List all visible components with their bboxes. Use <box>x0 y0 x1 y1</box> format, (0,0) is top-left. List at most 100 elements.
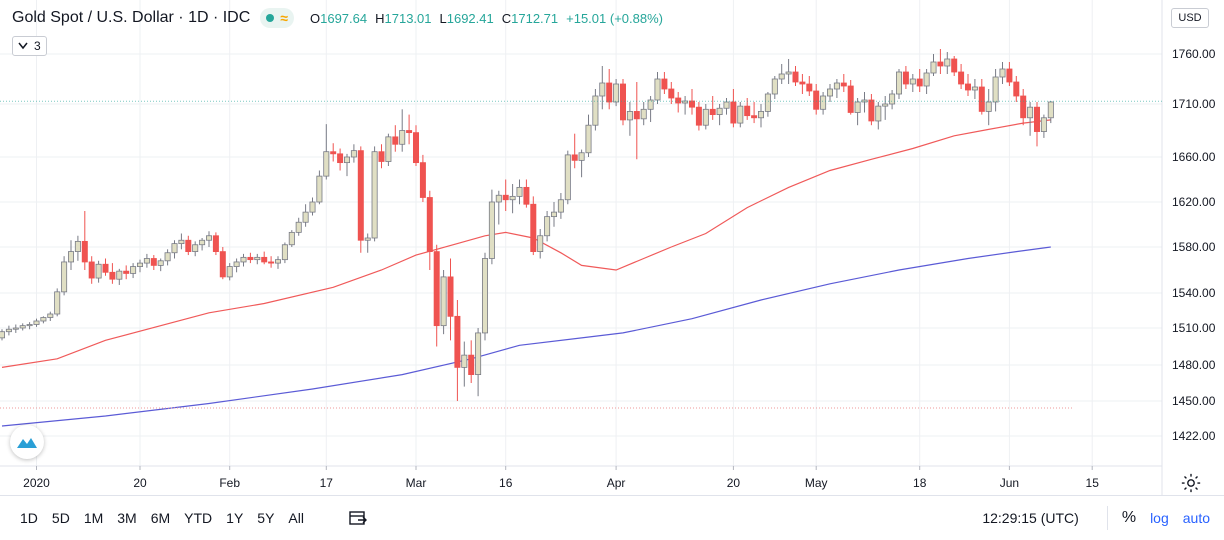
candle <box>495 190 502 225</box>
candle-body-down <box>1020 95 1027 119</box>
candle <box>758 104 765 128</box>
candle <box>792 66 799 86</box>
candle-body-down <box>81 240 88 263</box>
candle <box>564 150 571 205</box>
candle-body-up <box>585 124 592 154</box>
auto-scale-button[interactable]: auto <box>1182 510 1210 526</box>
candle <box>509 184 516 214</box>
range-1d-button[interactable]: 1D <box>20 510 38 526</box>
candle-body-up <box>702 108 709 126</box>
high-value: 1713.01 <box>384 10 432 26</box>
candle-body-up <box>399 130 406 145</box>
candle <box>1027 102 1034 136</box>
y-tick-label: 1620.00 <box>1172 195 1216 209</box>
x-tick-label: Apr <box>607 476 626 490</box>
candle-body-up <box>557 199 564 213</box>
candle <box>440 270 447 335</box>
candle <box>205 231 212 247</box>
candle <box>47 311 54 321</box>
range-1m-button[interactable]: 1M <box>83 510 104 526</box>
range-1y-button[interactable]: 1Y <box>226 510 244 526</box>
candle-body-up <box>205 235 212 241</box>
candle <box>613 79 620 107</box>
range-5y-button[interactable]: 5Y <box>257 510 275 526</box>
candle-body-down <box>916 78 923 87</box>
candle <box>468 340 475 383</box>
candle <box>716 104 723 126</box>
candle-body-up <box>820 95 827 110</box>
tradingview-logo-button[interactable] <box>10 425 44 459</box>
range-6m-button[interactable]: 6M <box>150 510 171 526</box>
log-scale-button[interactable]: log <box>1150 510 1169 526</box>
candle-body-up <box>592 95 599 126</box>
candle <box>1020 89 1027 126</box>
candle <box>578 149 585 178</box>
candle <box>516 179 523 205</box>
candle <box>406 114 413 145</box>
candle <box>737 102 744 128</box>
market-status-badge[interactable]: ≈ <box>260 8 294 28</box>
candle <box>288 230 295 247</box>
candle-body-up <box>136 262 143 267</box>
candle <box>74 235 81 261</box>
candle-body-down <box>806 83 813 92</box>
candle <box>626 102 633 136</box>
x-tick-label: Feb <box>219 476 240 490</box>
price-chart[interactable]: 1422.00 1450.00 1480.00 1510.00 1540.00 1580.… <box>0 0 1224 495</box>
candle-body-down <box>668 88 675 99</box>
candle-body-up <box>640 108 647 120</box>
x-tick-label: 18 <box>913 476 927 490</box>
low-value: 1692.41 <box>446 10 494 26</box>
x-tick-label: 2020 <box>23 476 50 490</box>
candle <box>68 240 75 270</box>
candle <box>5 325 12 336</box>
range-3m-button[interactable]: 3M <box>117 510 137 526</box>
candle <box>102 258 109 276</box>
candle-body-up <box>544 216 551 237</box>
candle <box>116 268 123 285</box>
indicator-count: 3 <box>34 39 41 53</box>
candle <box>537 229 544 259</box>
candle <box>889 90 896 110</box>
candle-body-up <box>827 88 834 97</box>
chart-grid <box>0 0 1162 466</box>
candle-body-up <box>385 136 392 162</box>
candle-body-down <box>840 82 847 87</box>
candle-body-down <box>392 136 399 145</box>
candle <box>330 143 337 162</box>
range-5d-button[interactable]: 5D <box>51 510 70 526</box>
goto-date-icon[interactable] <box>349 510 367 526</box>
candle-body-down <box>447 276 454 317</box>
candle <box>689 89 696 115</box>
candle <box>343 153 350 177</box>
currency-badge[interactable]: USD <box>1171 8 1209 28</box>
candle <box>675 92 682 113</box>
candle-body-up <box>654 78 661 101</box>
candle <box>240 253 247 267</box>
bottom-right-controls: 12:29:15 (UTC) % log auto <box>982 496 1224 540</box>
candle <box>661 72 668 94</box>
candle-body-down <box>433 251 440 327</box>
candle <box>0 329 5 341</box>
candle <box>799 74 806 94</box>
percent-scale-button[interactable]: % <box>1121 509 1137 526</box>
candle <box>916 69 923 92</box>
candle <box>357 146 364 253</box>
y-tick-label: 1480.00 <box>1172 358 1216 372</box>
range-ytd-button[interactable]: YTD <box>184 510 213 526</box>
range-all-button[interactable]: All <box>288 510 304 526</box>
utc-clock[interactable]: 12:29:15 (UTC) <box>982 510 1079 526</box>
indicators-toggle-button[interactable]: 3 <box>12 36 47 56</box>
gear-icon[interactable] <box>1180 472 1202 494</box>
x-tick-label: 17 <box>320 476 334 490</box>
candle <box>302 204 309 227</box>
candle <box>475 328 482 397</box>
candle-body-down <box>102 263 109 273</box>
candle-body-up <box>323 151 330 177</box>
candle <box>868 94 875 126</box>
symbol-title[interactable]: Gold Spot / U.S. Dollar · 1D · IDC <box>12 9 251 26</box>
candle <box>875 102 882 130</box>
candle-body-up <box>930 61 937 74</box>
candle <box>54 288 61 317</box>
candle <box>620 79 627 126</box>
